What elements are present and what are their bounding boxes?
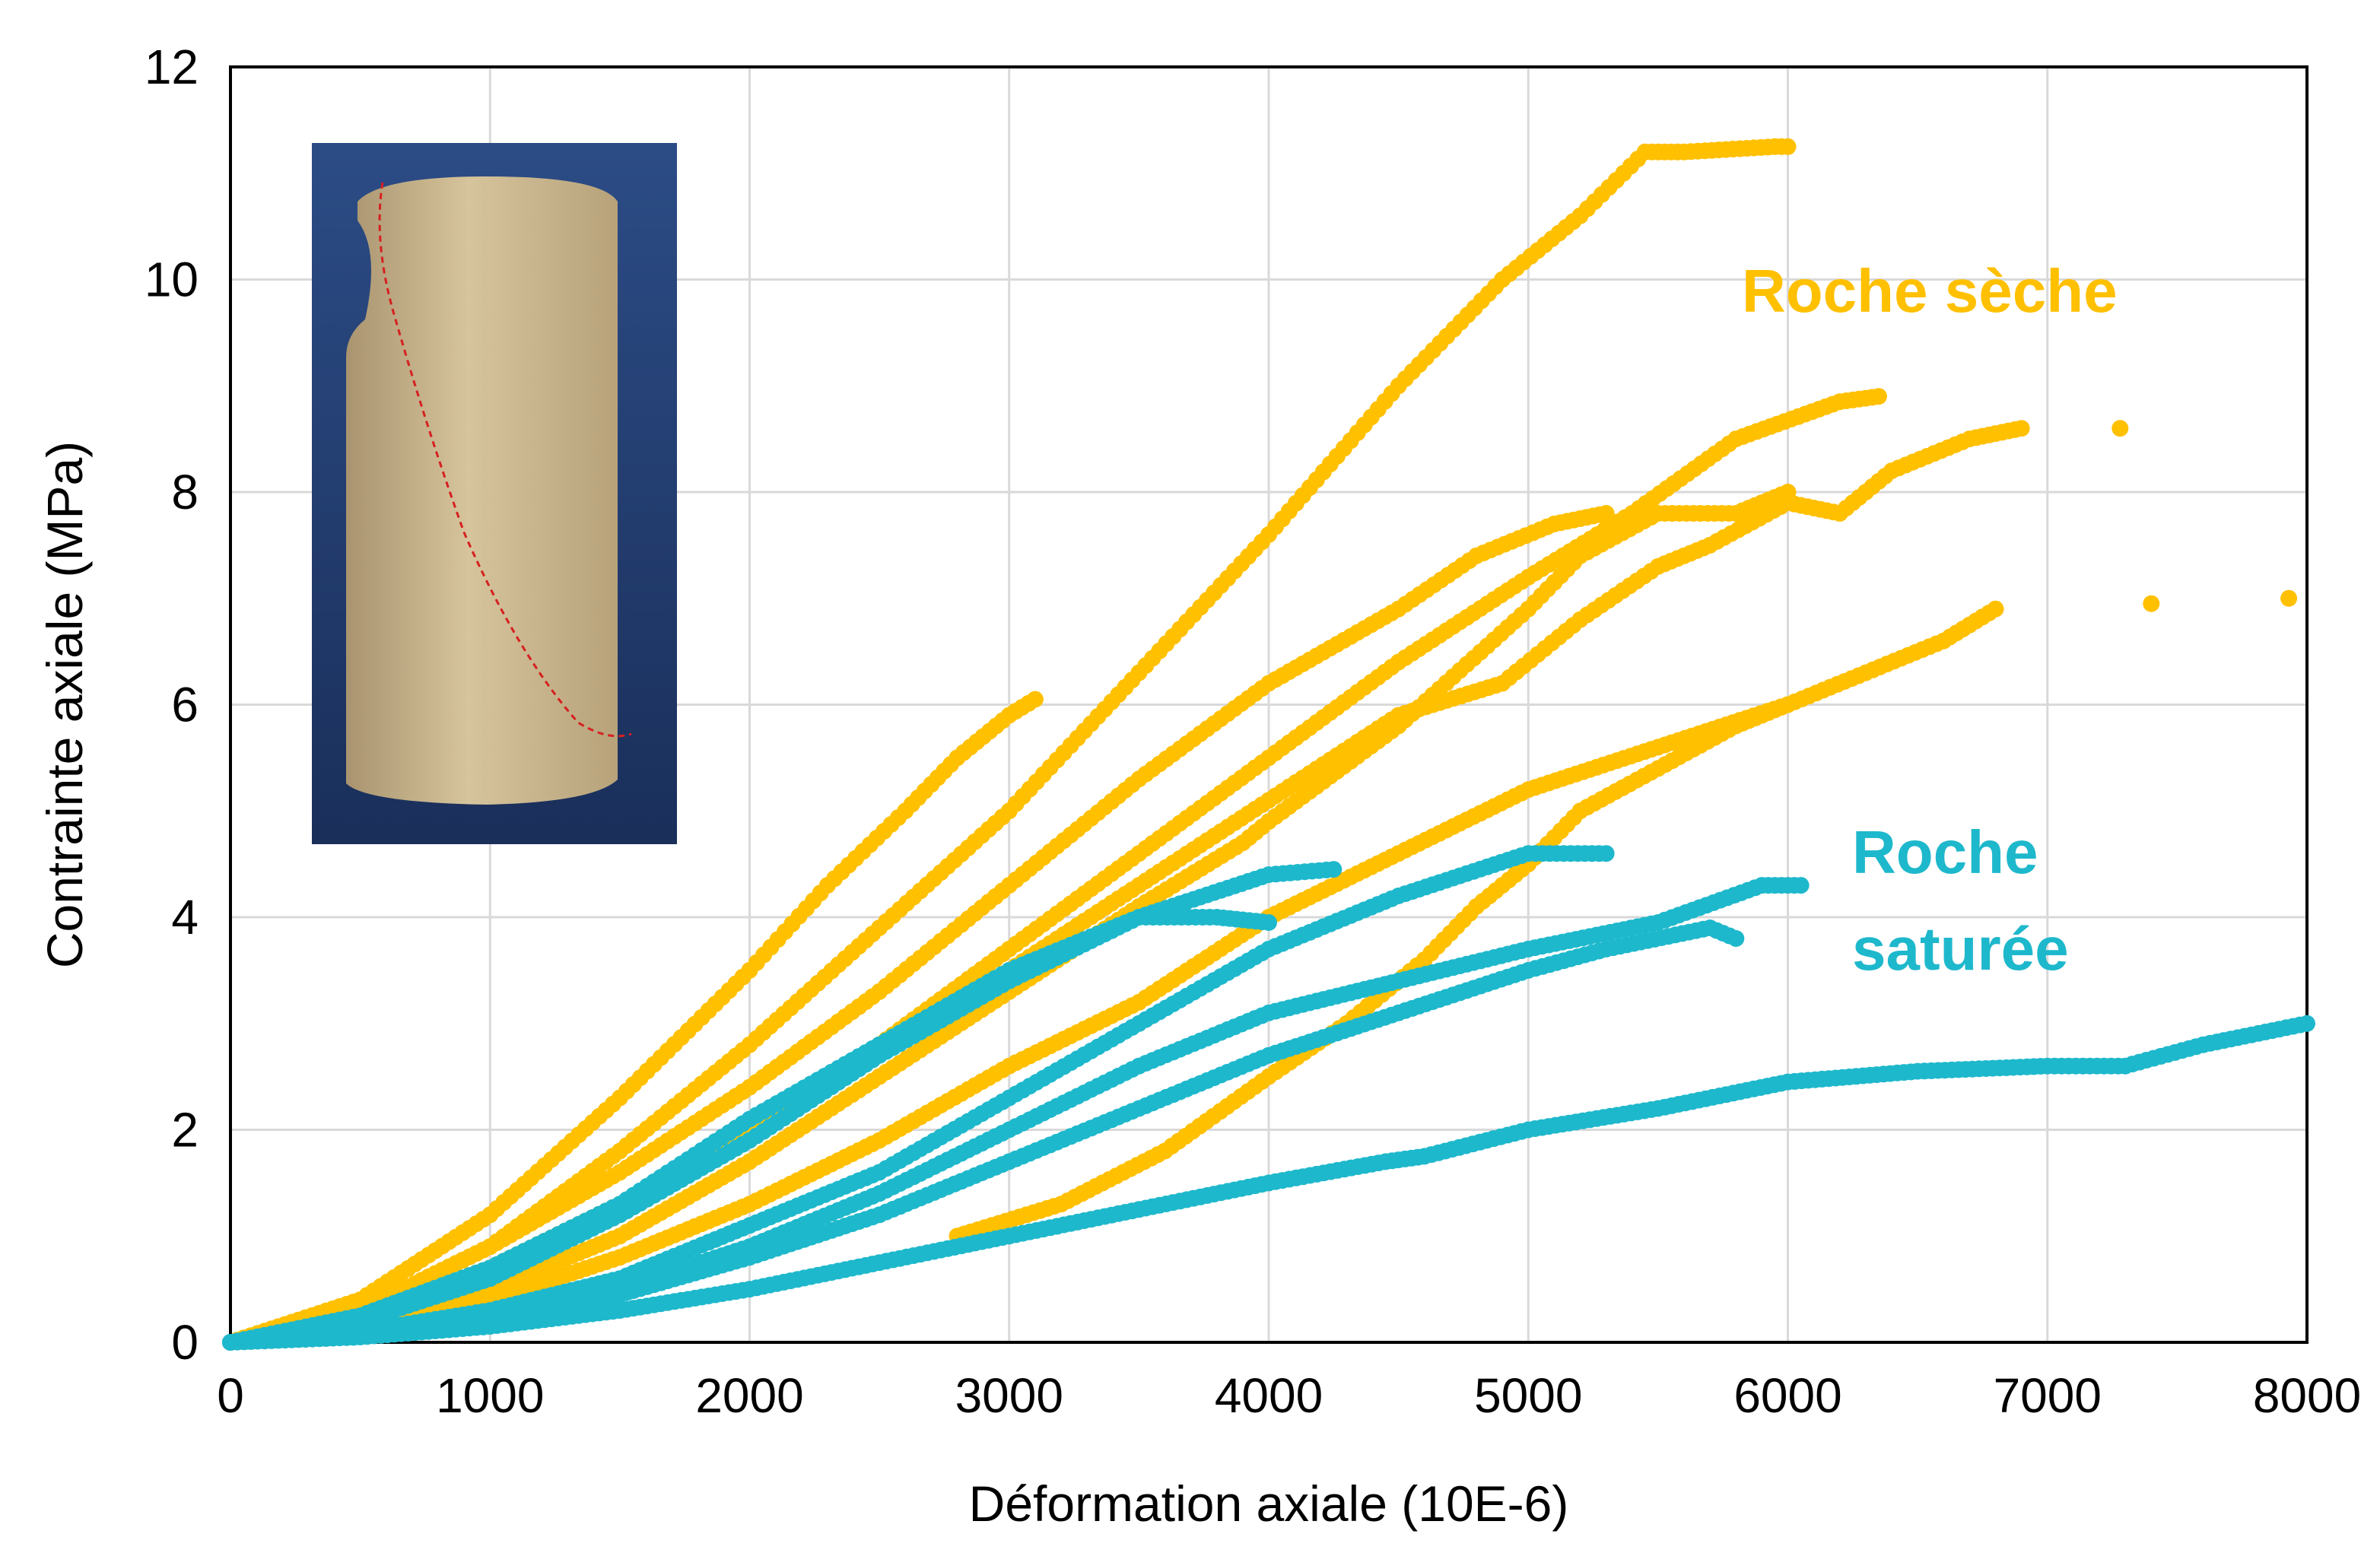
data-point	[1779, 484, 1797, 500]
y-tick-label: 12	[145, 40, 199, 94]
x-tick-label: 2000	[695, 1368, 803, 1423]
y-tick-label: 4	[171, 890, 199, 945]
axis-titles: Déformation axiale (10E-6) Contrainte ax…	[37, 441, 1568, 1532]
series-saturated-14	[222, 1015, 2315, 1351]
x-tick-label: 4000	[1215, 1368, 1323, 1423]
data-point	[2299, 1015, 2315, 1032]
data-point	[2111, 420, 2129, 437]
data-point	[1026, 691, 1044, 708]
series-dry-0	[222, 691, 1044, 1351]
rock-core-sample	[346, 176, 618, 805]
axis-tick-labels: 0 1000 2000 3000 4000 5000 6000 7000 8000 0 2 4 6 8 10…	[145, 40, 2361, 1423]
data-point	[2143, 595, 2160, 612]
data-point	[1779, 696, 1797, 713]
data-point	[1779, 138, 1797, 155]
annotation-roche-seche: Roche sèche	[1742, 257, 2118, 325]
data-point	[1597, 845, 1615, 862]
x-tick-label: 1000	[436, 1368, 544, 1423]
data-point	[1792, 877, 1810, 894]
data-point	[2013, 420, 2030, 437]
x-tick-label: 7000	[1994, 1368, 2102, 1423]
y-tick-label: 0	[171, 1315, 199, 1370]
data-series	[222, 138, 2315, 1351]
annotation-roche: Roche	[1852, 818, 2038, 886]
series-saturated-10	[222, 909, 1277, 1351]
y-tick-label: 10	[145, 252, 199, 307]
x-tick-label: 0	[217, 1368, 244, 1423]
series-dry-8	[2111, 420, 2298, 612]
x-tick-label: 3000	[955, 1368, 1063, 1423]
x-tick-label: 6000	[1733, 1368, 1841, 1423]
x-axis-title: Déformation axiale (10E-6)	[969, 1475, 1569, 1532]
series-dry-7	[949, 696, 1797, 1245]
data-point	[1260, 914, 1277, 931]
series-annotations: Roche sèche Roche saturée	[1742, 257, 2118, 983]
data-point	[1987, 600, 2004, 618]
data-point	[1727, 930, 1745, 947]
data-point	[2280, 589, 2298, 607]
x-tick-label: 8000	[2253, 1368, 2361, 1423]
y-tick-label: 8	[171, 465, 199, 519]
data-point	[1325, 861, 1343, 878]
y-axis-title: Contrainte axiale (MPa)	[37, 441, 93, 968]
annotation-saturee: saturée	[1852, 915, 2069, 983]
plot-area-frame	[229, 65, 2309, 1344]
fracture-line	[378, 182, 632, 738]
data-point	[1597, 505, 1615, 522]
data-point	[1870, 388, 1887, 405]
x-tick-label: 5000	[1474, 1368, 1582, 1423]
inset-photo-fractured-rock-core	[312, 143, 677, 844]
y-tick-label: 6	[171, 678, 199, 732]
y-tick-label: 2	[171, 1103, 199, 1158]
